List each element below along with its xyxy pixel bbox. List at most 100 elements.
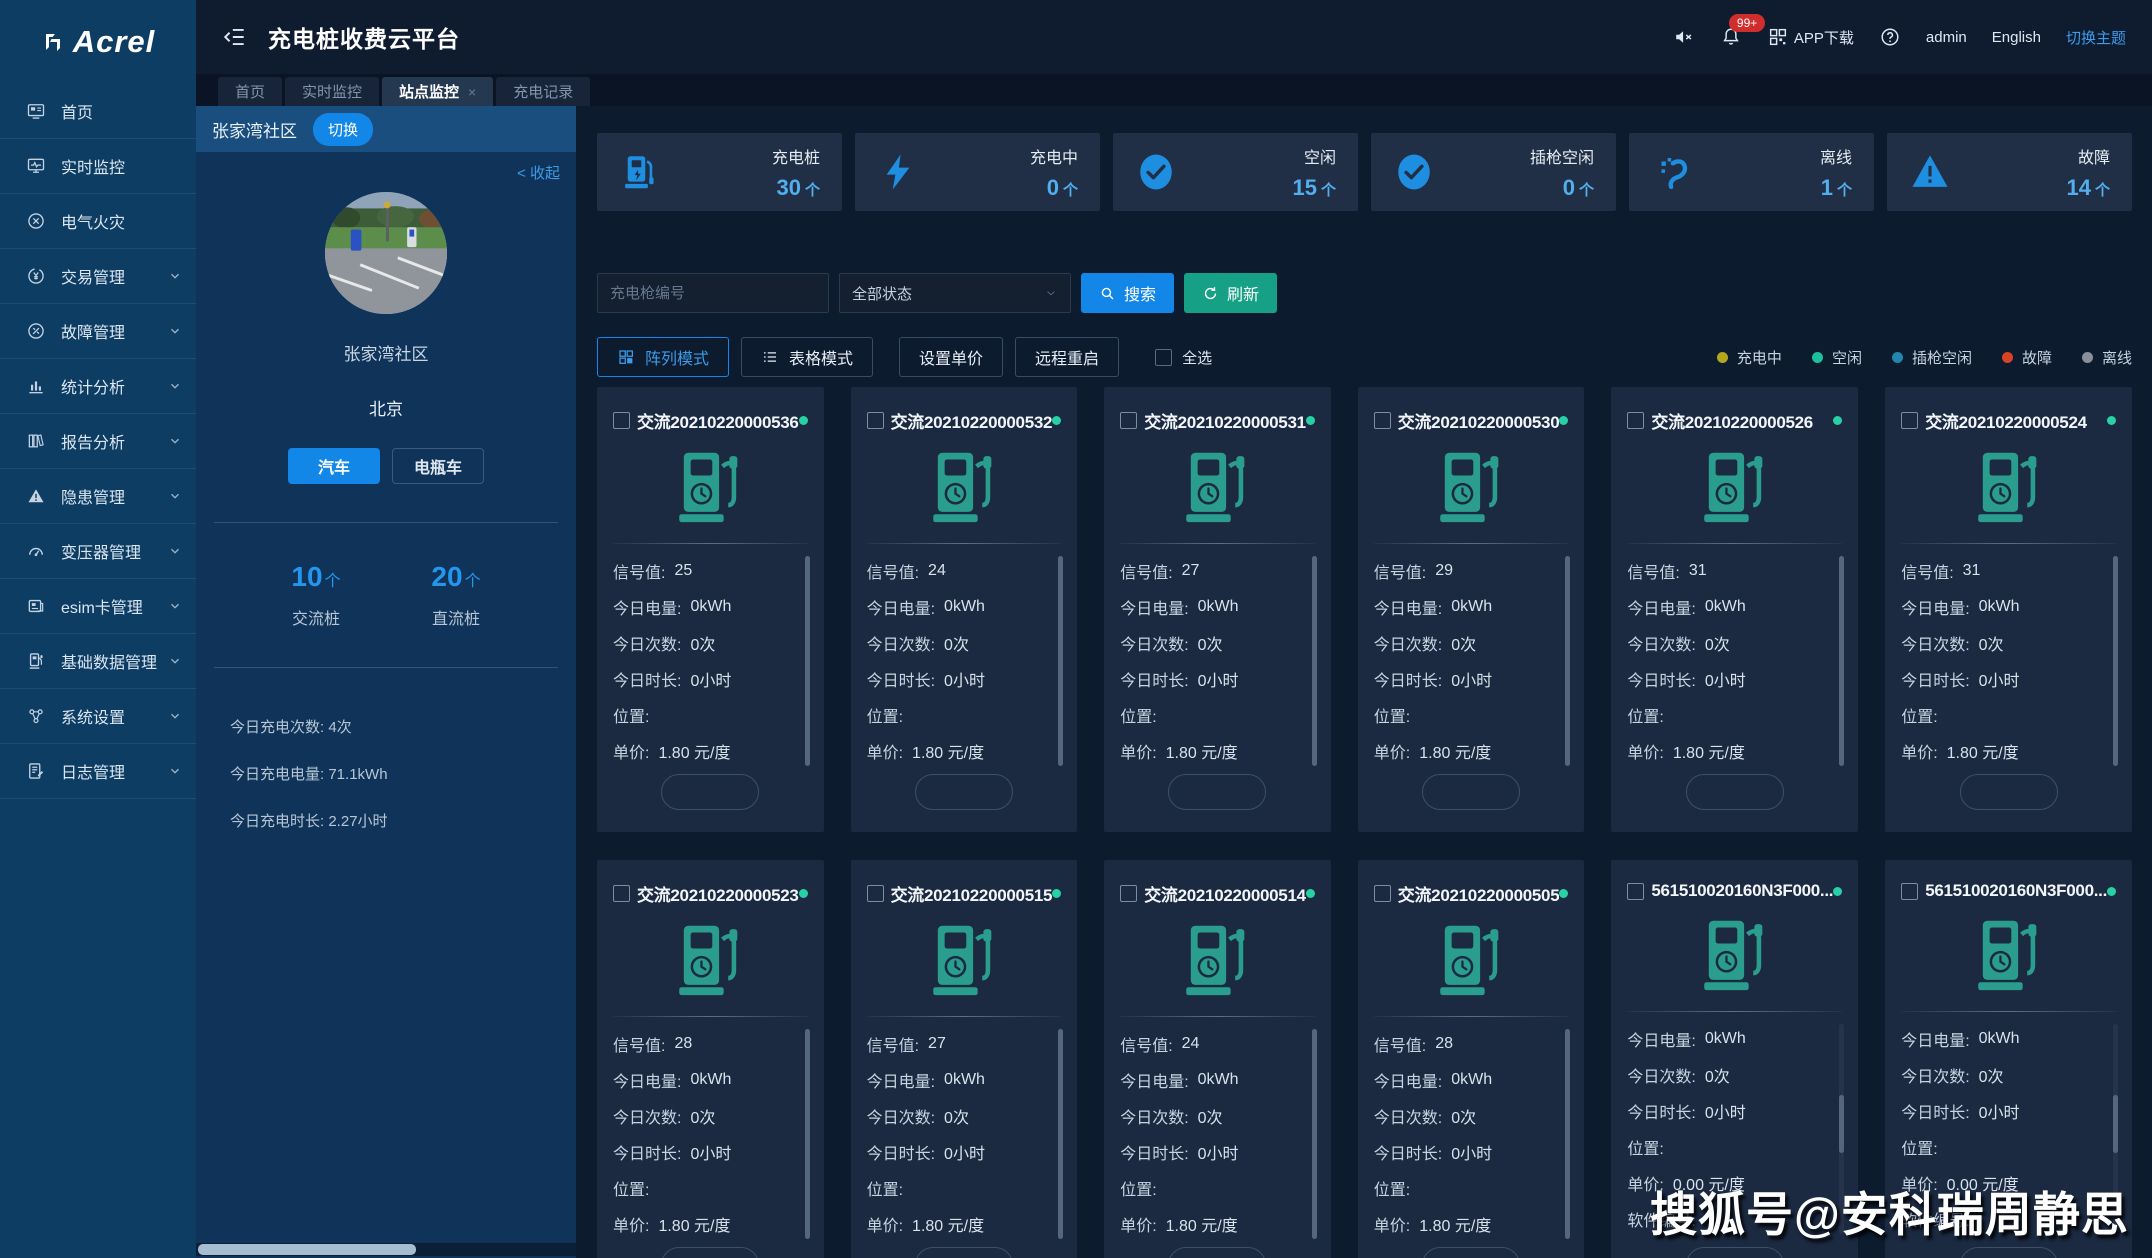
charger-stat-row: 今日时长: 0小时 (613, 1134, 796, 1170)
panel-scrollbar-thumb[interactable] (198, 1244, 416, 1255)
sidebar-item-label: 报告分析 (61, 435, 126, 452)
charger-checkbox[interactable] (1627, 882, 1645, 900)
language-switch[interactable]: English (1991, 28, 2041, 46)
charger-id: 561510020160N3F000... (1925, 881, 2107, 900)
card-scrollbar[interactable] (804, 556, 810, 766)
detail-button[interactable] (661, 1247, 760, 1258)
detail-button[interactable] (661, 774, 760, 810)
charger-stat-row: 今日次数: 0次 (867, 1098, 1050, 1134)
stat-label: 单价: (1627, 1177, 1664, 1194)
sidebar-item[interactable]: 日志管理 (0, 744, 196, 799)
search-button[interactable]: 搜索 (1081, 273, 1175, 313)
detail-button[interactable] (1422, 774, 1521, 810)
charger-checkbox[interactable] (613, 412, 630, 429)
gun-number-input[interactable] (597, 273, 829, 313)
stat-label: 位置: (613, 709, 650, 726)
sidebar-item[interactable]: 故障管理 (0, 304, 196, 359)
charger-checkbox[interactable] (1373, 885, 1391, 902)
refresh-button[interactable]: 刷新 (1184, 273, 1278, 313)
set-price-button[interactable]: 设置单价 (899, 337, 1004, 377)
stat-value: 1.80 元/度 (912, 745, 985, 762)
sidebar-item[interactable]: 首页 (0, 84, 196, 139)
detail-button[interactable] (914, 774, 1013, 810)
status-unit: 个 (2094, 181, 2110, 199)
charger-checkbox[interactable] (1120, 412, 1138, 429)
sidebar-item[interactable]: 交易管理 (0, 249, 196, 304)
detail-button[interactable] (1168, 774, 1267, 810)
charger-stat-row: 位置: (1120, 697, 1303, 733)
card-scrollbar[interactable] (1058, 556, 1064, 766)
card-scrollbar[interactable] (1565, 556, 1571, 766)
card-scrollbar[interactable] (804, 1029, 810, 1239)
card-scrollbar[interactable] (1839, 1024, 1845, 1234)
charger-checkbox[interactable] (1373, 412, 1391, 429)
charger-checkbox[interactable] (866, 885, 884, 902)
charger-stats: 信号值: 24 今日电量: 0kWh 今日次数: 0次 今日时长: 0小时 位置… (1120, 1026, 1317, 1242)
sidebar-item[interactable]: esim卡管理 (0, 579, 196, 634)
card-scrollbar[interactable] (1058, 1029, 1064, 1239)
table-mode-button[interactable]: 表格模式 (741, 337, 874, 377)
tab[interactable]: 充电记录 × (496, 77, 591, 106)
detail-button[interactable] (914, 1247, 1013, 1258)
sidebar-item[interactable]: 隐患管理 (0, 469, 196, 524)
tab[interactable]: 站点监控 × (382, 77, 494, 106)
detail-button[interactable] (1168, 1247, 1267, 1258)
remote-restart-label: 远程重启 (1035, 351, 1100, 368)
user-name[interactable]: admin (1925, 28, 1967, 46)
app-download-link[interactable]: APP下载 (1767, 26, 1854, 48)
card-scrollbar[interactable] (1311, 556, 1317, 766)
switch-station-button[interactable]: 切换 (313, 112, 374, 146)
charger-checkbox[interactable] (613, 885, 630, 902)
detail-button[interactable] (1685, 1247, 1784, 1258)
card-scrollbar[interactable] (2113, 1024, 2118, 1234)
remote-restart-button[interactable]: 远程重启 (1015, 337, 1120, 377)
charging-pile-icon (1374, 920, 1569, 1002)
collapse-menu-icon[interactable] (222, 24, 248, 50)
card-scrollbar[interactable] (1839, 556, 1845, 766)
sidebar-item-label: 实时监控 (61, 160, 126, 177)
tab[interactable]: 实时监控 × (285, 77, 380, 106)
vehicle-type-button[interactable]: 电瓶车 (392, 448, 484, 484)
help-icon[interactable] (1879, 26, 1901, 48)
select-all-control[interactable]: 全选 (1155, 347, 1212, 368)
sidebar-item[interactable]: 报告分析 (0, 414, 196, 469)
header-actions: 99+ APP下载 admin English 切换主题 (1673, 14, 2126, 48)
notification-bell[interactable]: 99+ (1720, 14, 1766, 48)
charger-checkbox[interactable] (1901, 412, 1919, 429)
detail-button[interactable] (1959, 1247, 2058, 1258)
sidebar-item[interactable]: 实时监控 (0, 139, 196, 194)
card-scrollbar[interactable] (2113, 556, 2118, 766)
charger-checkbox[interactable] (1901, 882, 1919, 900)
mute-icon[interactable] (1673, 26, 1695, 48)
theme-switch-link[interactable]: 切换主题 (2065, 29, 2126, 47)
select-all-checkbox[interactable] (1155, 348, 1173, 366)
stat-label: 今日次数: (1373, 637, 1443, 654)
vehicle-type-button[interactable]: 汽车 (288, 448, 380, 484)
detail-button[interactable] (1685, 774, 1784, 810)
stat-value: 1.80 元/度 (1946, 745, 2019, 762)
sidebar-item[interactable]: 变压器管理 (0, 524, 196, 579)
charger-stat-row: 今日次数: 0次 (1901, 625, 2104, 661)
stat-label: 今日时长: (1901, 1105, 1970, 1122)
collapse-panel-link[interactable]: < 收起 (517, 165, 560, 182)
sidebar-item[interactable]: 系统设置 (0, 689, 196, 744)
matrix-mode-button[interactable]: 阵列模式 (597, 337, 730, 377)
card-scrollbar[interactable] (1565, 1029, 1571, 1239)
charger-checkbox[interactable] (1120, 885, 1138, 902)
charger-checkbox[interactable] (866, 412, 884, 429)
sidebar-item[interactable]: 基础数据管理 (0, 634, 196, 689)
status-select[interactable]: 全部状态 (839, 273, 1071, 313)
sidebar-item[interactable]: 电气火灾 (0, 194, 196, 249)
tab-close-icon[interactable]: × (468, 83, 477, 100)
tab[interactable]: 首页 × (218, 77, 283, 106)
sidebar-item-icon (26, 211, 46, 231)
sidebar-item-label: 交易管理 (61, 270, 126, 287)
charger-checkbox[interactable] (1627, 412, 1645, 429)
search-button-label: 搜索 (1124, 287, 1157, 304)
legend-label: 插枪空闲 (1911, 349, 1972, 367)
sidebar-item-label: 变压器管理 (61, 545, 142, 562)
sidebar-item[interactable]: 统计分析 (0, 359, 196, 414)
card-scrollbar[interactable] (1311, 1029, 1317, 1239)
detail-button[interactable] (1422, 1247, 1521, 1258)
detail-button[interactable] (1959, 774, 2058, 810)
